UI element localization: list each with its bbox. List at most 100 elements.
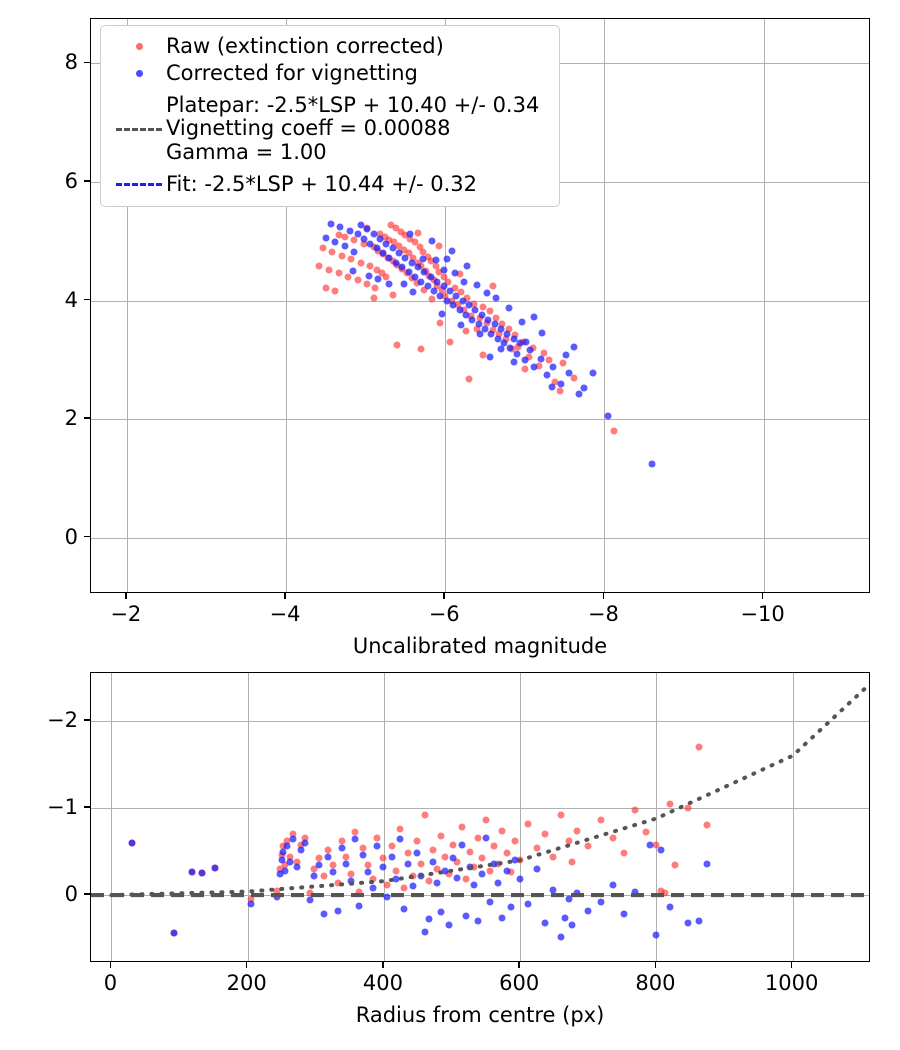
scatter-point-red: [413, 837, 421, 845]
scatter-point-blue: [396, 835, 404, 843]
scatter-point-red: [409, 254, 417, 262]
scatter-point-blue: [476, 330, 484, 338]
scatter-point-blue: [487, 330, 495, 338]
scatter-point-blue: [425, 915, 433, 923]
scatter-point-blue: [449, 854, 457, 862]
scatter-point-red: [413, 279, 421, 287]
scatter-point-blue: [322, 234, 330, 242]
scatter-point-blue: [414, 263, 422, 271]
scatter-point-red: [467, 312, 475, 320]
legend-item-fit: Fit: -2.5*LSP + 10.44 +/- 0.32: [112, 171, 548, 198]
scatter-point-red: [457, 288, 465, 296]
scatter-point-red: [454, 301, 462, 309]
legend-label-raw: Raw (extinction corrected): [166, 33, 444, 58]
scatter-point-red: [344, 273, 352, 281]
scatter-point-red: [378, 269, 385, 277]
tick-label-x: −2: [110, 602, 142, 626]
scatter-point-red: [393, 341, 401, 349]
scatter-point-blue: [465, 301, 473, 309]
scatter-point-red: [392, 224, 400, 232]
scatter-point-blue: [584, 907, 592, 915]
scatter-point-red: [556, 387, 564, 395]
scatter-point-red: [350, 236, 358, 244]
scatter-point-blue: [557, 933, 565, 941]
scatter-point-red: [335, 231, 343, 239]
scatter-point-blue: [293, 863, 301, 871]
scatter-point-blue: [484, 316, 492, 324]
scatter-point-blue: [370, 230, 378, 238]
scatter-point-red: [247, 895, 255, 903]
scatter-point-blue: [516, 875, 524, 883]
scatter-point-red: [521, 365, 529, 373]
tick-label-x: 400: [362, 971, 403, 995]
scatter-point-red: [642, 828, 649, 836]
scatter-point-blue: [278, 856, 286, 864]
scatter-point-blue: [342, 860, 350, 868]
scatter-point-red: [404, 849, 412, 857]
scatter-point-red: [328, 248, 336, 256]
plot-surface-main: [91, 19, 869, 592]
scatter-point-red: [557, 811, 565, 819]
scatter-point-red: [671, 861, 679, 869]
scatter-point-blue: [505, 304, 513, 312]
scatter-point-blue: [530, 313, 538, 321]
scatter-point-red: [597, 816, 605, 824]
scatter-point-blue: [395, 249, 403, 257]
scatter-point-red: [463, 294, 471, 302]
scatter-point-red: [351, 828, 359, 836]
scatter-point-red: [474, 834, 482, 842]
scatter-point-blue: [336, 223, 344, 231]
scatter-point-blue: [383, 893, 391, 901]
scatter-point-blue: [273, 893, 281, 901]
scatter-point-red: [420, 286, 428, 294]
scatter-point-blue: [549, 363, 557, 371]
scatter-point-red: [409, 872, 417, 880]
scatter-point-blue: [433, 879, 441, 887]
tick-y: [84, 806, 90, 808]
scatter-point-red: [421, 811, 429, 819]
scatter-point-red: [400, 884, 408, 892]
tick-x: [109, 962, 112, 968]
gridline-vertical: [763, 19, 765, 592]
tick-label-x: −8: [587, 602, 619, 626]
scatter-point-blue: [388, 853, 396, 861]
scatter-point-blue: [703, 860, 711, 868]
scatter-point-blue: [360, 235, 368, 243]
scatter-point-red: [385, 236, 393, 244]
scatter-point-blue: [457, 321, 465, 329]
scatter-point-blue: [481, 325, 489, 333]
scatter-point-blue: [427, 273, 435, 281]
scatter-point-red: [417, 860, 425, 868]
scatter-point-blue: [620, 910, 628, 918]
scatter-point-red: [329, 861, 337, 869]
tick-y: [84, 535, 90, 538]
scatter-point-blue: [459, 297, 467, 305]
scatter-point-blue: [516, 339, 524, 347]
scatter-point-blue: [373, 244, 381, 252]
scatter-point-red: [416, 243, 424, 251]
scatter-point-blue: [443, 297, 451, 305]
scatter-point-blue: [346, 227, 354, 235]
scatter-point-red: [482, 816, 490, 824]
scatter-point-red: [392, 867, 400, 875]
scatter-point-blue: [359, 851, 367, 859]
scatter-point-red: [427, 257, 435, 265]
scatter-point-blue: [376, 235, 384, 243]
scatter-point-blue: [327, 220, 335, 227]
scatter-point-blue: [521, 356, 529, 364]
scatter-point-red: [444, 278, 452, 286]
scatter-point-blue: [463, 262, 471, 270]
scatter-point-blue: [533, 865, 541, 873]
scatter-point-red: [373, 834, 381, 842]
scatter-point-red: [492, 314, 500, 322]
axis-label-x: Radius from centre (px): [355, 1003, 605, 1027]
tick-x: [245, 962, 248, 968]
scatter-point-blue: [452, 292, 460, 300]
scatter-point-blue: [589, 369, 597, 377]
scatter-point-blue: [506, 344, 514, 352]
scatter-point-red: [334, 879, 342, 887]
tick-label-y: −2: [47, 707, 78, 732]
scatter-point-red: [490, 842, 498, 850]
tick-label-y: 0: [64, 524, 78, 549]
scatter-point-blue: [500, 339, 508, 347]
